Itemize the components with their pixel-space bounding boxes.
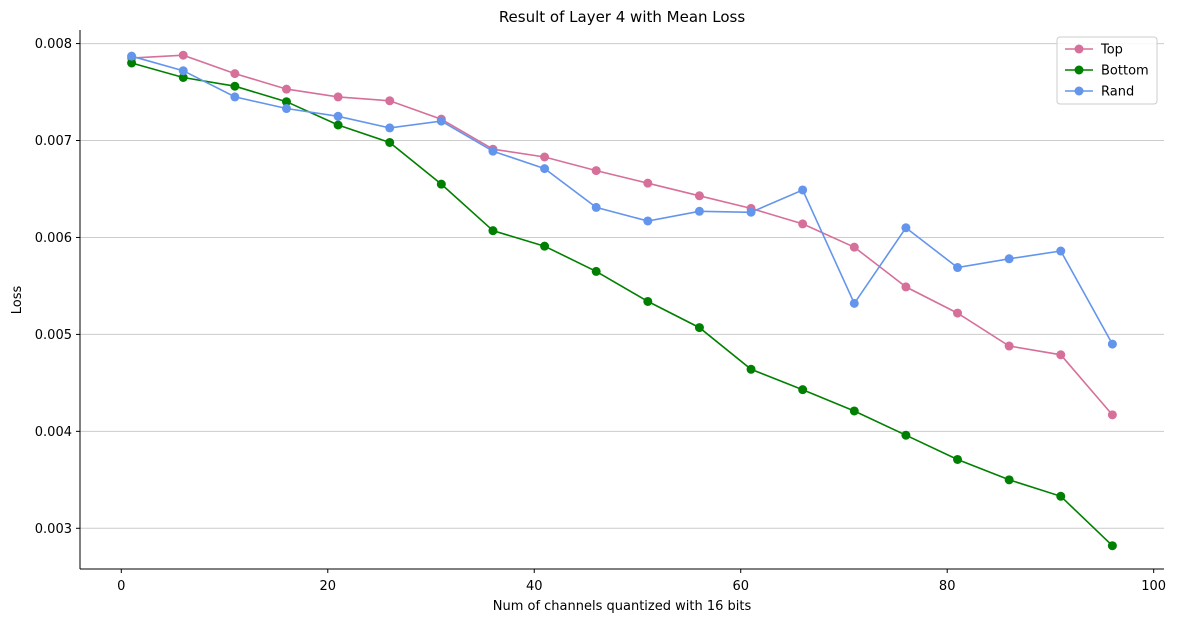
legend-label-top: Top: [1100, 43, 1123, 58]
data-point-rand: [230, 92, 240, 102]
y-tick-label: 0.006: [35, 231, 72, 246]
data-point-bottom: [540, 241, 550, 251]
data-point-rand: [178, 66, 188, 76]
series-line-top: [131, 54, 1114, 416]
x-tick-label: 80: [939, 579, 956, 594]
x-tick-label: 40: [526, 579, 543, 594]
gridlines: [80, 43, 1164, 529]
legend-label-bottom: Bottom: [1101, 64, 1149, 79]
data-point-top: [849, 242, 859, 252]
chart-title: Result of Layer 4 with Mean Loss: [499, 8, 746, 26]
data-point-bottom: [901, 430, 911, 440]
legend-marker-top: [1074, 44, 1084, 54]
data-point-rand: [385, 123, 395, 133]
data-point-rand: [540, 164, 550, 174]
data-point-bottom: [798, 385, 808, 395]
data-point-bottom: [333, 120, 343, 130]
data-point-bottom: [436, 179, 446, 189]
x-tick-label: 20: [319, 579, 336, 594]
data-point-top: [281, 84, 291, 94]
data-point-bottom: [1056, 491, 1066, 501]
series-line-bottom: [131, 62, 1113, 547]
data-point-rand: [1004, 254, 1014, 264]
legend-box: [1056, 36, 1158, 105]
data-point-bottom: [953, 454, 963, 464]
data-point-bottom: [281, 97, 291, 107]
data-point-rand: [798, 185, 808, 195]
series-rand: [127, 51, 1117, 349]
data-point-top: [694, 191, 704, 201]
data-point-top: [798, 219, 808, 229]
series-bottom: [127, 58, 1117, 551]
series-line-rand: [131, 55, 1114, 345]
data-point-bottom: [694, 323, 704, 333]
data-point-rand: [127, 51, 137, 61]
y-tick-label: 0.008: [35, 37, 72, 52]
data-point-rand: [333, 111, 343, 121]
data-point-top: [953, 308, 963, 318]
data-point-bottom: [643, 296, 653, 306]
data-point-top: [385, 96, 395, 106]
x-tick-label: 100: [1141, 579, 1166, 594]
series-top: [127, 50, 1117, 420]
legend-marker-rand: [1074, 86, 1084, 96]
x-axis-label: Num of channels quantized with 16 bits: [493, 599, 752, 614]
data-point-top: [643, 178, 653, 188]
data-point-top: [333, 92, 343, 102]
x-tick-label: 60: [732, 579, 749, 594]
data-point-bottom: [127, 58, 137, 68]
y-tick-label: 0.004: [35, 425, 72, 440]
data-point-rand: [901, 223, 911, 233]
y-ticks: 0.003 0.004 0.005 0.006 0.007 0.008: [35, 37, 80, 537]
data-point-rand: [643, 216, 653, 226]
data-point-top: [540, 152, 550, 162]
data-point-top: [1056, 350, 1066, 360]
legend-item-top: Top: [1065, 43, 1123, 58]
data-point-top: [901, 282, 911, 292]
y-tick-label: 0.003: [35, 522, 72, 537]
x-ticks: 0 20 40 60 80 100: [117, 569, 1166, 594]
data-point-rand: [694, 206, 704, 216]
data-point-bottom: [1004, 475, 1014, 485]
legend-label-rand: Rand: [1101, 85, 1134, 100]
data-point-top: [591, 166, 601, 176]
data-point-rand: [1107, 339, 1117, 349]
data-point-rand: [849, 298, 859, 308]
data-point-bottom: [488, 226, 498, 236]
data-point-rand: [281, 104, 291, 114]
data-point-bottom: [178, 73, 188, 83]
data-point-rand: [436, 116, 446, 126]
data-point-rand: [953, 263, 963, 273]
y-tick-label: 0.007: [35, 134, 72, 149]
data-point-top: [178, 50, 188, 60]
data-point-bottom: [591, 266, 601, 276]
data-point-bottom: [230, 81, 240, 91]
data-point-top: [1004, 341, 1014, 351]
legend-item-rand: Rand: [1065, 85, 1134, 100]
x-tick-label: 0: [117, 579, 125, 594]
data-point-top: [230, 69, 240, 79]
data-point-top: [1107, 410, 1117, 420]
data-point-rand: [746, 207, 756, 217]
data-point-bottom: [746, 364, 756, 374]
data-point-rand: [591, 202, 601, 212]
data-point-rand: [1056, 246, 1066, 256]
axes: [79, 30, 1164, 570]
legend: Top Bottom Rand: [1056, 36, 1158, 105]
legend-marker-bottom: [1074, 65, 1084, 75]
y-tick-label: 0.005: [35, 328, 72, 343]
legend-item-bottom: Bottom: [1065, 64, 1149, 79]
data-point-bottom: [849, 406, 859, 416]
data-point-bottom: [385, 137, 395, 147]
data-point-bottom: [1107, 541, 1117, 551]
y-axis-label: Loss: [10, 286, 25, 315]
series-layer: [127, 50, 1117, 551]
data-point-rand: [488, 146, 498, 156]
